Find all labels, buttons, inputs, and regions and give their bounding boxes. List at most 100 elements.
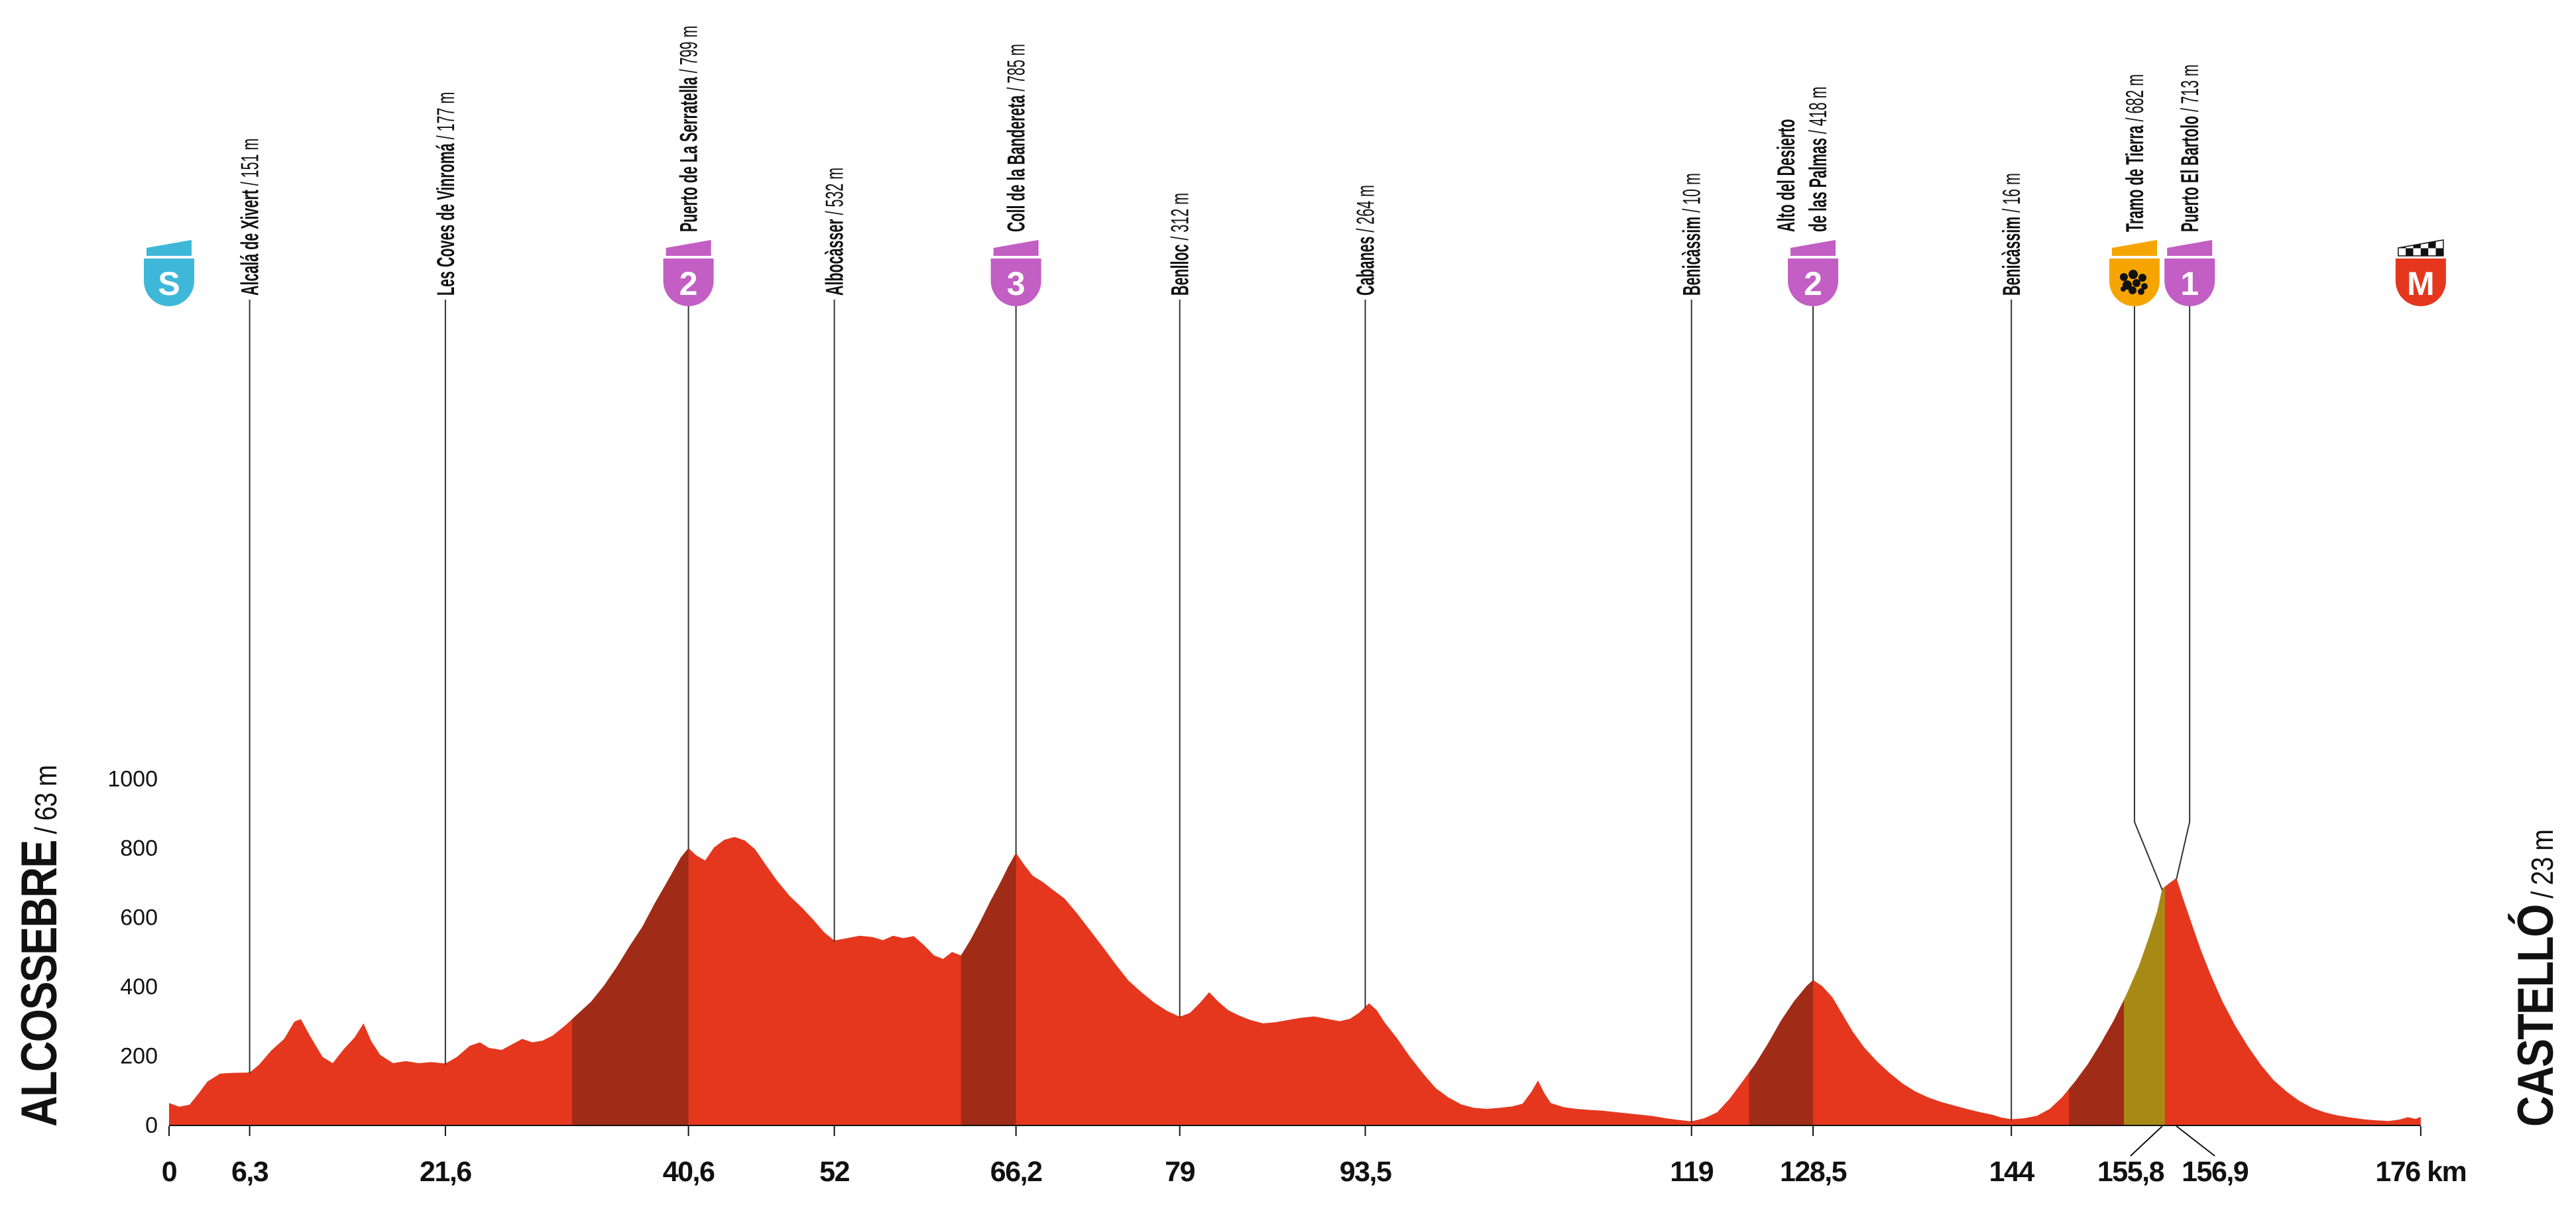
marker-alboc-sser: Albocàsser / 532 m [822, 168, 849, 942]
marker-alto-del-desierto: Alto del Desierto de las Palmas / 418 m 2 [1773, 87, 1839, 982]
climb-section [2069, 1000, 2124, 1125]
x-tick-label: 155,8 [2097, 1156, 2164, 1188]
x-tick-label: 144 [1989, 1156, 2035, 1188]
marker-benic-ssim: Benicàssim / 16 m [1999, 173, 2026, 1121]
badge-text: 2 [679, 265, 698, 302]
x-tick-label: 21,6 [420, 1156, 471, 1188]
marker-stem-bent [2176, 306, 2191, 880]
climb-section [1749, 980, 1814, 1125]
start-flag-icon [146, 240, 192, 256]
x-tick-label: 66,2 [990, 1156, 1042, 1188]
elevation-profile [169, 836, 2421, 1125]
badge-body [144, 258, 194, 306]
marker-label: Les Coves de Vinromá / 177 m [433, 92, 459, 296]
y-tick-label: 0 [145, 1113, 158, 1138]
cat-flag-icon [993, 240, 1039, 256]
marker-elevation: / 682 m [2122, 74, 2148, 126]
badge-text: S [158, 265, 180, 302]
marker-les-coves-de-vinrom-: Les Coves de Vinromá / 177 m [433, 92, 459, 1065]
cat-flag-icon [1790, 240, 1836, 256]
x-tick-leader [2176, 1125, 2215, 1157]
x-tick-label: 128,5 [1780, 1156, 1847, 1188]
x-tick-label: 40,6 [663, 1156, 715, 1188]
gravel-rocks-icon [2137, 288, 2144, 295]
marker-benlloc: Benlloc / 312 m [1167, 193, 1194, 1018]
x-tick-leader [2130, 1125, 2163, 1157]
gravel-rocks-icon [2120, 286, 2126, 292]
badge-text: 3 [1007, 265, 1025, 302]
marker-benic-ssim: Benicàssim / 10 m [1679, 173, 1706, 1123]
y-tick-label: 200 [120, 1044, 158, 1069]
marker-elevation: / 799 m [676, 26, 703, 78]
y-tick-label: 400 [120, 974, 158, 1000]
marker-elevation: / 264 m [1353, 185, 1379, 237]
checker-square [2420, 248, 2429, 256]
badge-text: 2 [1804, 265, 1822, 302]
badge-body [1788, 258, 1839, 306]
marker-s: S [144, 240, 194, 306]
checker-square [2435, 248, 2443, 256]
climb-section [572, 848, 689, 1125]
marker-elevation: / 151 m [237, 139, 264, 190]
marker-elevation: / 532 m [822, 168, 849, 219]
marker-m: M [2395, 239, 2446, 306]
gravel-rocks-icon [2119, 273, 2128, 281]
marker-label: Alcalá de Xivert / 151 m [237, 139, 264, 296]
x-tick-label: 52 [819, 1156, 849, 1188]
y-tick-label: 800 [120, 836, 158, 861]
x-tick-label: 6,3 [231, 1156, 268, 1188]
marker-label: Coll de la Bandereta / 785 m [1004, 44, 1030, 232]
marker-label: Tramo de Tierra / 682 m [2122, 74, 2148, 232]
gravel-rocks-icon [2128, 286, 2137, 294]
marker-coll-de-la-bandereta: Coll de la Bandereta / 785 m 3 [990, 44, 1041, 854]
badge-text: M [2407, 265, 2435, 302]
gravel-flag-icon [2111, 240, 2157, 256]
marker-label: de las Palmas / 418 m [1805, 87, 1832, 232]
marker-label: Benicàssim / 16 m [1999, 173, 2025, 296]
badge-text: 1 [2180, 265, 2199, 302]
y-tick-label: 600 [120, 905, 158, 931]
x-tick-label: 176 km [2375, 1156, 2466, 1188]
gravel-section [2124, 886, 2165, 1125]
gravel-rocks-icon [2138, 274, 2146, 282]
marker-label: Benlloc / 312 m [1167, 193, 1194, 296]
marker-elevation: / 312 m [1167, 193, 1194, 245]
marker-cabanes: Cabanes / 264 m [1353, 185, 1379, 1009]
marker-elevation: / 177 m [433, 92, 459, 144]
marker-label: Alto del Desierto [1773, 119, 1800, 232]
marker-label: Cabanes / 264 m [1353, 185, 1379, 296]
marker-label: Puerto de La Serratella / 799 m [676, 26, 703, 232]
marker-label: Puerto El Bartolo / 713 m [2177, 64, 2203, 232]
badge-body [2164, 258, 2215, 306]
cat-flag-icon [2167, 240, 2213, 256]
marker-puerto-de-la-serratella: Puerto de La Serratella / 799 m 2 [663, 26, 714, 850]
marker-elevation: / 16 m [1999, 173, 2025, 217]
marker-elevation: / 713 m [2177, 64, 2203, 116]
marker-puerto-el-bartolo: Puerto El Bartolo / 713 m 1 [2164, 64, 2215, 880]
climb-section [961, 852, 1016, 1125]
x-tick-label: 156,9 [2182, 1156, 2249, 1188]
marker-elevation: / 785 m [1004, 44, 1030, 95]
x-tick-label: 0 [162, 1156, 177, 1188]
badge-body [663, 258, 714, 306]
x-tick-label: 119 [1670, 1156, 1713, 1188]
marker-label: Albocàsser / 532 m [822, 168, 849, 296]
marker-label: Benicàssim / 10 m [1679, 173, 1706, 296]
cat-flag-icon [666, 240, 711, 256]
marker-tramo-de-tierra: Tramo de Tierra / 682 m [2109, 74, 2163, 891]
marker-elevation: / 10 m [1679, 173, 1706, 217]
y-tick-label: 1000 [107, 767, 158, 792]
marker-elevation: / 418 m [1805, 87, 1832, 139]
gravel-rocks-icon [2132, 279, 2140, 287]
gravel-rocks-icon [2128, 270, 2138, 279]
gravel-rocks-icon [2140, 283, 2148, 290]
x-tick-label: 93,5 [1340, 1156, 1391, 1188]
checker-square [2428, 240, 2436, 249]
badge-body [2395, 258, 2446, 306]
marker-stem-bent [2133, 306, 2163, 891]
badge-body [990, 258, 1041, 306]
x-tick-label: 79 [1165, 1156, 1195, 1188]
checker-square [2406, 248, 2414, 256]
